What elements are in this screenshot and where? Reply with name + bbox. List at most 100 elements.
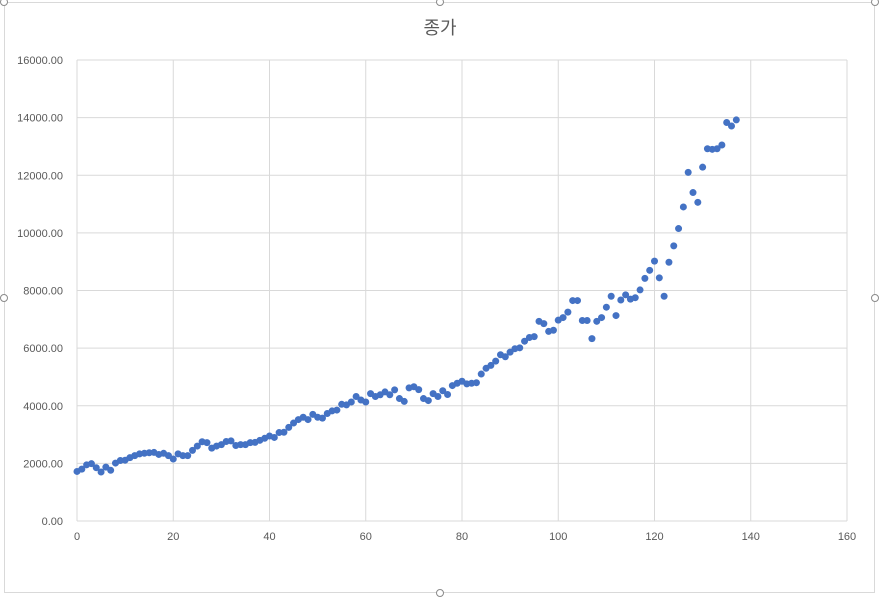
data-point[interactable] xyxy=(290,419,298,427)
data-point[interactable] xyxy=(569,297,577,305)
x-tick-label: 100 xyxy=(549,531,567,543)
y-tick-label: 6000.00 xyxy=(23,343,63,355)
data-point[interactable] xyxy=(415,386,423,394)
y-tick-label: 16000.00 xyxy=(17,55,63,67)
data-point[interactable] xyxy=(280,428,288,436)
data-point[interactable] xyxy=(386,391,394,399)
data-point[interactable] xyxy=(318,414,326,422)
data-point[interactable] xyxy=(78,465,86,473)
x-tick-label: 0 xyxy=(74,531,80,543)
data-point[interactable] xyxy=(540,320,548,328)
data-point[interactable] xyxy=(227,437,235,445)
data-point[interactable] xyxy=(675,225,683,233)
data-point[interactable] xyxy=(679,203,687,211)
data-point[interactable] xyxy=(352,393,360,401)
data-point[interactable] xyxy=(203,439,211,447)
data-point[interactable] xyxy=(506,348,514,356)
data-point[interactable] xyxy=(164,452,172,460)
data-point[interactable] xyxy=(713,145,721,153)
data-point[interactable] xyxy=(87,460,95,468)
data-point[interactable] xyxy=(184,452,192,460)
x-tick-label: 60 xyxy=(360,531,372,543)
data-point[interactable] xyxy=(487,361,495,369)
data-point[interactable] xyxy=(97,468,105,476)
data-point[interactable] xyxy=(636,286,644,294)
data-point[interactable] xyxy=(684,168,692,176)
data-point[interactable] xyxy=(501,353,509,361)
data-point[interactable] xyxy=(607,292,615,300)
data-point[interactable] xyxy=(193,442,201,450)
y-tick-label: 12000.00 xyxy=(17,170,63,182)
data-point[interactable] xyxy=(723,119,731,127)
data-point[interactable] xyxy=(622,291,630,299)
data-series[interactable] xyxy=(73,116,740,476)
data-point[interactable] xyxy=(362,398,370,406)
y-tick-label: 8000.00 xyxy=(23,286,63,298)
data-point[interactable] xyxy=(574,297,581,305)
data-point[interactable] xyxy=(347,398,355,406)
data-point[interactable] xyxy=(651,257,658,265)
data-point[interactable] xyxy=(521,337,529,345)
data-point[interactable] xyxy=(660,292,668,300)
data-point[interactable] xyxy=(655,274,663,282)
data-point[interactable] xyxy=(530,333,538,341)
data-point[interactable] xyxy=(588,335,596,343)
data-point[interactable] xyxy=(472,379,480,387)
data-point[interactable] xyxy=(304,416,312,424)
data-point[interactable] xyxy=(598,314,606,322)
x-tick-label: 120 xyxy=(645,531,663,543)
data-point[interactable] xyxy=(728,122,735,130)
chart-title: 종가 xyxy=(423,18,456,38)
y-tick-label: 4000.00 xyxy=(23,401,63,413)
y-tick-label: 0.00 xyxy=(42,516,63,528)
data-point[interactable] xyxy=(617,296,625,304)
data-point[interactable] xyxy=(612,312,620,320)
data-point[interactable] xyxy=(333,406,341,414)
data-point[interactable] xyxy=(444,391,452,399)
data-point[interactable] xyxy=(400,397,408,405)
data-point[interactable] xyxy=(285,423,293,431)
x-axis-tick-labels: 0 20 40 60 80 100 120 140 160 xyxy=(74,531,856,543)
data-point[interactable] xyxy=(578,316,586,324)
data-point[interactable] xyxy=(424,397,432,405)
data-point[interactable] xyxy=(602,303,610,311)
data-point[interactable] xyxy=(699,163,707,171)
y-tick-label: 2000.00 xyxy=(23,458,63,470)
resize-handle-left[interactable] xyxy=(0,294,8,302)
data-point[interactable] xyxy=(492,357,500,365)
data-point[interactable] xyxy=(516,344,524,352)
data-point[interactable] xyxy=(646,266,654,274)
data-point[interactable] xyxy=(391,386,399,394)
data-point[interactable] xyxy=(670,242,678,250)
data-point[interactable] xyxy=(179,452,187,460)
data-point[interactable] xyxy=(689,189,697,197)
data-point[interactable] xyxy=(189,446,196,454)
data-point[interactable] xyxy=(434,393,442,401)
x-tick-label: 140 xyxy=(742,531,760,543)
data-point[interactable] xyxy=(559,314,567,322)
x-tick-label: 20 xyxy=(167,531,179,543)
y-axis-tick-labels: 0.00 2000.00 4000.00 6000.00 8000.00 10000.00… xyxy=(17,55,63,528)
data-point[interactable] xyxy=(694,198,702,206)
data-point[interactable] xyxy=(549,326,557,334)
data-point[interactable] xyxy=(92,464,100,472)
data-point[interactable] xyxy=(593,317,601,325)
data-point[interactable] xyxy=(732,116,740,124)
gridlines xyxy=(76,59,848,522)
data-point[interactable] xyxy=(641,274,649,282)
data-point[interactable] xyxy=(583,316,591,324)
data-point[interactable] xyxy=(439,387,447,395)
data-point[interactable] xyxy=(564,308,572,316)
x-tick-label: 40 xyxy=(263,531,275,543)
data-point[interactable] xyxy=(270,433,278,441)
resize-handle-top-left[interactable] xyxy=(0,0,8,6)
data-point[interactable] xyxy=(169,455,177,463)
data-point[interactable] xyxy=(477,370,485,378)
data-point[interactable] xyxy=(237,441,245,449)
data-point[interactable] xyxy=(718,141,726,149)
data-point[interactable] xyxy=(665,258,673,266)
data-point[interactable] xyxy=(631,294,639,302)
resize-handle-top[interactable] xyxy=(436,0,444,6)
data-point[interactable] xyxy=(107,466,115,474)
